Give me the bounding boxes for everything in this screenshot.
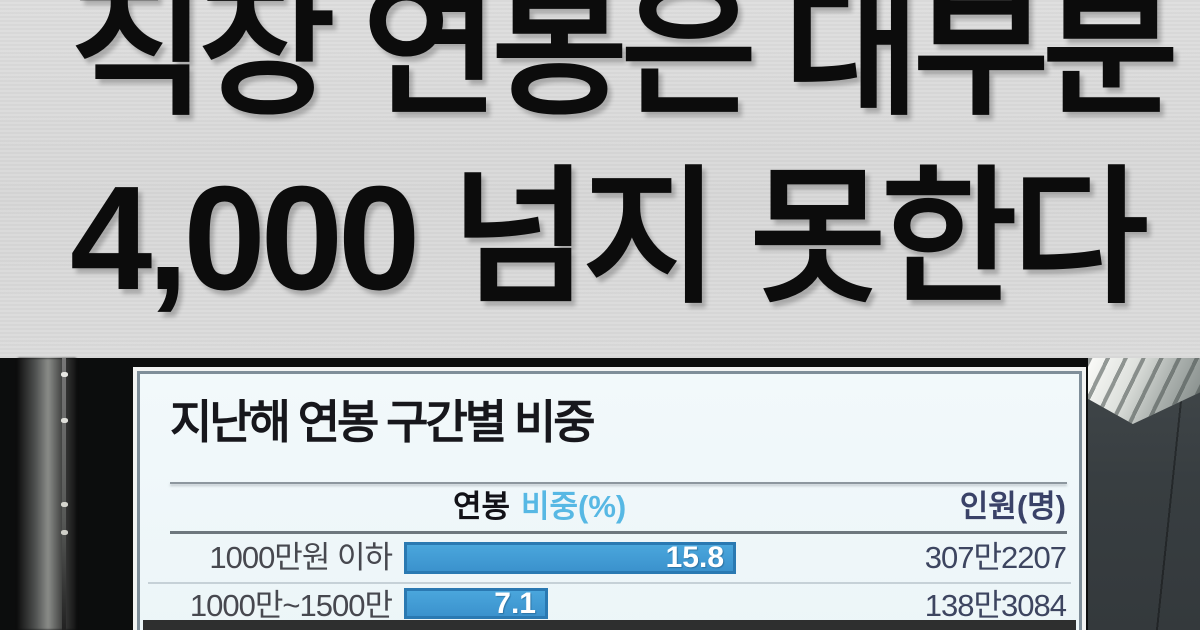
headline-section: 직장 연봉은 대부분 4,000 넘지 못한다 xyxy=(0,0,1200,358)
table-row: 1000만원 이하 15.8 307만2207 xyxy=(140,537,1079,579)
headline-line-1: 직장 연봉은 대부분 xyxy=(70,0,1179,133)
share-bar: 15.8 xyxy=(404,542,736,574)
panel-title: 지난해 연봉 구간별 비중 xyxy=(170,396,596,448)
pillar-rivets xyxy=(61,372,68,377)
table-row: 1000만~1500만 7.1 138만3084 xyxy=(140,585,1079,627)
column-header-salary: 연봉 xyxy=(452,489,510,524)
table-header: 연봉 비중(%) 인원(명) xyxy=(140,486,1079,528)
headline-line-2: 4,000 넘지 못한다 xyxy=(70,156,1148,321)
people-count: 138만3084 xyxy=(924,588,1067,623)
pillar-edge xyxy=(62,358,66,630)
building-pillar xyxy=(18,358,76,630)
salary-share-panel: 지난해 연봉 구간별 비중 연봉 비중(%) 인원(명) 1000만원 이하 1… xyxy=(133,367,1086,630)
row-divider xyxy=(148,582,1071,584)
share-bar: 7.1 xyxy=(404,588,548,619)
column-header-share: 비중(%) xyxy=(521,489,627,524)
salary-range-label: 1000만~1500만 xyxy=(189,588,393,623)
salary-range-label: 1000만원 이하 xyxy=(209,540,393,575)
column-header-people: 인원(명) xyxy=(959,489,1066,524)
people-count: 307만2207 xyxy=(924,540,1067,575)
separator-top xyxy=(170,482,1067,484)
separator-header xyxy=(170,531,1067,534)
bottom-dark-band xyxy=(143,620,1076,630)
